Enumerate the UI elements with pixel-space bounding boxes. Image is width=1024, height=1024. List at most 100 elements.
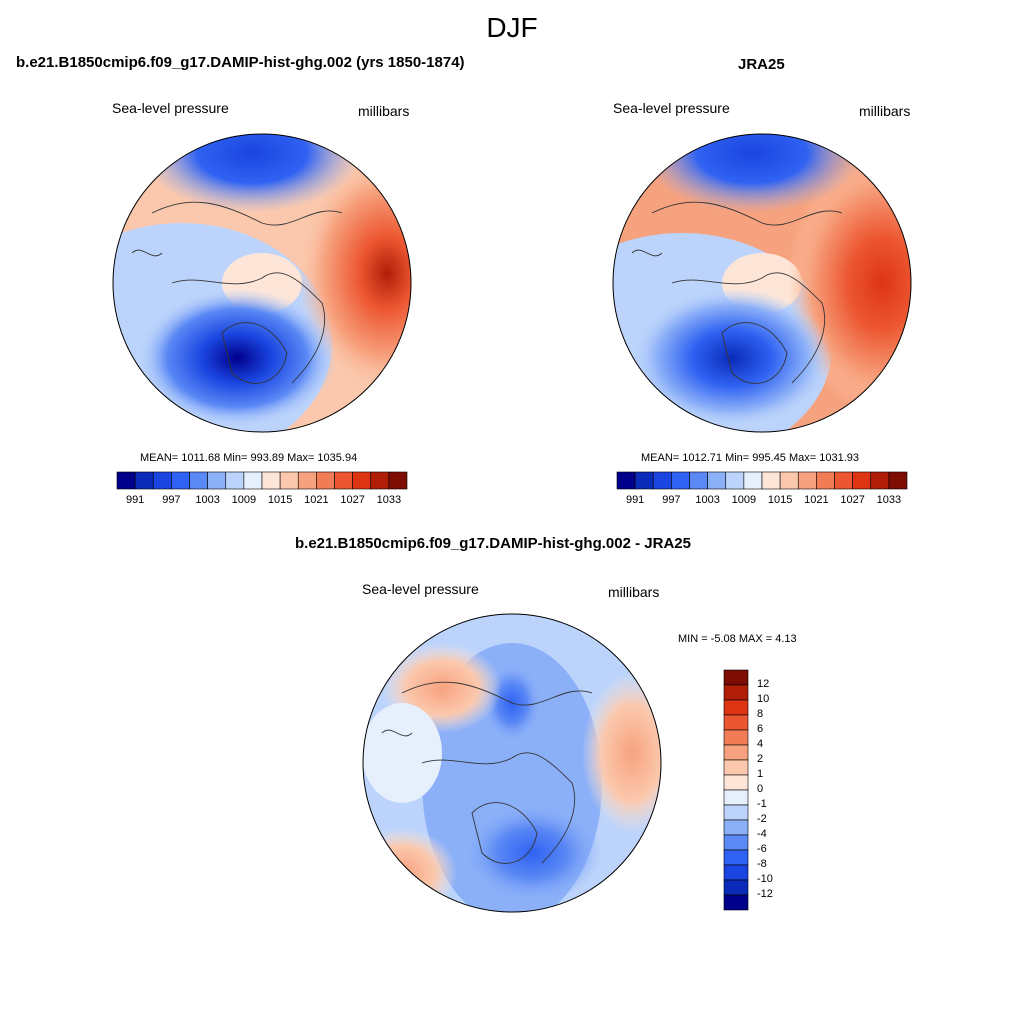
colorbar-swatch	[370, 471, 390, 490]
left-polar-map	[112, 133, 412, 433]
right-colorbar	[616, 471, 908, 490]
colorbar-swatch	[707, 471, 727, 490]
right-panel-variable-label: Sea-level pressure	[613, 100, 730, 116]
colorbar-swatch	[723, 684, 749, 701]
colorbar-tick-label: 1027	[840, 494, 865, 506]
colorbar-tick-label: 1021	[304, 494, 329, 506]
figure-title: DJF	[486, 12, 538, 43]
colorbar-tick-label: -12	[757, 888, 773, 900]
colorbar-tick-label: 1015	[767, 494, 793, 506]
right-panel-title: JRA25	[738, 56, 785, 73]
colorbar-swatch	[723, 744, 749, 761]
colorbar-swatch	[116, 471, 136, 490]
right-colorbar-ticks: 991 997 1003 1009 1015 1021 1027 1033	[617, 494, 907, 508]
colorbar-swatch	[834, 471, 853, 490]
colorbar-swatch	[388, 471, 408, 490]
colorbar-swatch	[723, 849, 749, 866]
colorbar-tick-label: 1003	[195, 494, 220, 506]
colorbar-swatch	[616, 471, 636, 490]
diff-panel-stats: MIN = -5.08 MAX = 4.13	[678, 633, 797, 645]
colorbar-swatch	[279, 471, 299, 490]
colorbar-swatch	[689, 471, 708, 490]
colorbar-swatch	[243, 471, 263, 490]
colorbar-tick-label: 1003	[695, 494, 720, 506]
colorbar-tick-label: 6	[757, 723, 764, 735]
colorbar-swatch	[723, 789, 749, 806]
left-panel-stats: MEAN= 1011.68 Min= 993.89 Max= 1035.94	[140, 452, 358, 464]
right-polar-map	[612, 133, 912, 433]
colorbar-swatch	[870, 471, 890, 490]
colorbar-swatch	[888, 471, 908, 490]
diff-colorbar-ticks: 12 10 8 6 4 2 1 0 -1 -2 -4 -6 -8 -10 -12	[757, 670, 797, 910]
colorbar-tick-label: -10	[757, 873, 773, 885]
colorbar-tick-label: 1021	[804, 494, 829, 506]
colorbar-swatch	[334, 471, 353, 490]
colorbar-swatch	[743, 471, 763, 490]
colorbar-tick-label: 1	[757, 768, 764, 780]
colorbar-swatch	[652, 471, 672, 490]
colorbar-swatch	[189, 471, 208, 490]
colorbar-tick-label: -2	[757, 813, 767, 825]
colorbar-swatch	[634, 471, 654, 490]
left-panel-units-label: millibars	[358, 103, 410, 119]
colorbar-swatch	[761, 471, 781, 490]
colorbar-tick-label: 10	[757, 693, 770, 705]
colorbar-tick-label: 0	[757, 783, 764, 795]
colorbar-swatch	[723, 834, 749, 851]
diff-panel-title: b.e21.B1850cmip6.f09_g17.DAMIP-hist-ghg.…	[295, 535, 691, 552]
colorbar-swatch	[723, 759, 749, 776]
colorbar-tick-label: 1015	[267, 494, 293, 506]
colorbar-tick-label: 1009	[731, 494, 757, 506]
colorbar-swatch	[671, 471, 690, 490]
colorbar-tick-label: 2	[757, 753, 764, 765]
colorbar-swatch	[352, 471, 372, 490]
colorbar-tick-label: -6	[757, 843, 767, 855]
colorbar-tick-label: 8	[757, 708, 764, 720]
colorbar-tick-label: 997	[662, 494, 681, 506]
colorbar-swatch	[723, 894, 749, 911]
colorbar-swatch	[152, 471, 172, 490]
right-panel-stats: MEAN= 1012.71 Min= 995.45 Max= 1031.93	[641, 452, 860, 464]
colorbar-swatch	[723, 879, 749, 896]
colorbar-swatch	[261, 471, 281, 490]
colorbar-tick-label: 991	[125, 494, 145, 506]
colorbar-swatch	[723, 714, 749, 731]
colorbar-swatch	[316, 471, 335, 490]
colorbar-tick-label: 1027	[340, 494, 365, 506]
colorbar-tick-label: 1033	[376, 494, 402, 506]
diff-panel-units-label: millibars	[608, 584, 660, 600]
colorbar-swatch	[816, 471, 835, 490]
right-panel-units-label: millibars	[859, 103, 911, 119]
left-colorbar	[116, 471, 408, 490]
diff-colorbar	[723, 669, 749, 911]
colorbar-swatch	[723, 774, 749, 791]
colorbar-swatch	[723, 864, 749, 881]
colorbar-tick-label: 4	[757, 738, 764, 750]
colorbar-swatch	[725, 471, 745, 490]
colorbar-swatch	[297, 471, 317, 490]
left-colorbar-ticks: 991 997 1003 1009 1015 1021 1027 1033	[117, 494, 407, 508]
diff-panel-variable-label: Sea-level pressure	[362, 581, 479, 597]
colorbar-tick-label: 991	[625, 494, 645, 506]
colorbar-swatch	[171, 471, 190, 490]
colorbar-tick-label: -1	[757, 798, 767, 810]
left-panel-title: b.e21.B1850cmip6.f09_g17.DAMIP-hist-ghg.…	[16, 54, 465, 71]
left-panel-variable-label: Sea-level pressure	[112, 100, 229, 116]
diff-polar-map	[362, 613, 662, 913]
colorbar-swatch	[723, 804, 749, 821]
colorbar-swatch	[852, 471, 872, 490]
colorbar-swatch	[797, 471, 817, 490]
colorbar-swatch	[134, 471, 154, 490]
colorbar-swatch	[779, 471, 799, 490]
colorbar-tick-label: 997	[162, 494, 181, 506]
colorbar-swatch	[723, 669, 749, 686]
colorbar-tick-label: -4	[757, 828, 767, 840]
colorbar-tick-label: -8	[757, 858, 767, 870]
colorbar-swatch	[207, 471, 227, 490]
colorbar-tick-label: 1033	[876, 494, 902, 506]
colorbar-tick-label: 1009	[231, 494, 257, 506]
colorbar-swatch	[723, 729, 749, 746]
colorbar-tick-label: 12	[757, 678, 770, 690]
colorbar-swatch	[225, 471, 245, 490]
colorbar-swatch	[723, 699, 749, 716]
